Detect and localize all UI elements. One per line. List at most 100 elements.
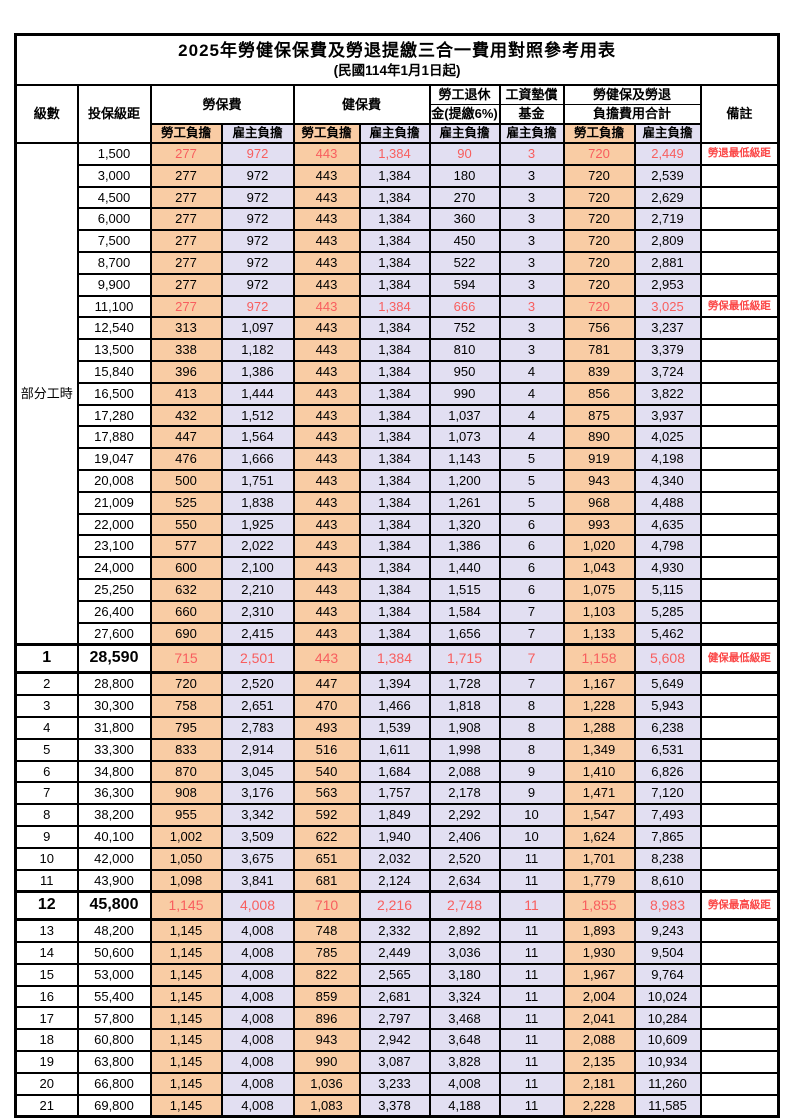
- value-cell: 2,406: [428, 824, 501, 849]
- value-cell: 2,181: [562, 1071, 636, 1096]
- value-cell: 443: [292, 359, 361, 384]
- value-cell: 785: [292, 941, 361, 965]
- value-cell: 6,238: [633, 715, 702, 740]
- salary-cell: 9,900: [76, 272, 152, 297]
- remark-cell: [699, 556, 780, 580]
- salary-cell: 28,800: [76, 671, 152, 697]
- level-cell: 12: [14, 890, 79, 922]
- value-cell: 710: [292, 890, 361, 922]
- value-cell: 1,998: [428, 737, 501, 762]
- value-cell: 2,216: [358, 890, 431, 922]
- value-cell: 277: [149, 142, 223, 166]
- value-cell: 8: [498, 715, 565, 740]
- header-health-employer-share: 雇主負擔: [358, 123, 431, 144]
- value-cell: 4,008: [220, 1028, 295, 1053]
- value-cell: 720: [562, 163, 636, 188]
- remark-cell: [699, 1050, 780, 1074]
- value-cell: 2,332: [358, 918, 431, 944]
- value-cell: 1,349: [562, 737, 636, 762]
- value-cell: 600: [149, 556, 223, 580]
- value-cell: 277: [149, 272, 223, 297]
- value-cell: 1,002: [149, 824, 223, 849]
- page-subtitle: (民國114年1月1日起): [333, 62, 461, 78]
- value-cell: 1,384: [358, 381, 431, 406]
- value-cell: 447: [292, 671, 361, 697]
- table-row: 5 33,300 833 2,914 516 1,611 1,998 8 1,349 6,531: [14, 737, 780, 762]
- value-cell: 493: [292, 715, 361, 740]
- fee-reference-table: 2025年勞健保保費及勞退提繳三合一費用對照參考用表 (民國114年1月1日起)…: [14, 33, 781, 1119]
- table-row: 8,700 277 972 443 1,384 522 3 720 2,881: [16, 250, 780, 275]
- value-cell: 447: [149, 425, 223, 450]
- value-cell: 1,050: [149, 846, 223, 871]
- value-cell: 1,384: [358, 621, 431, 646]
- value-cell: 443: [292, 599, 361, 624]
- value-cell: 2,629: [633, 185, 702, 210]
- salary-cell: 16,500: [76, 381, 152, 406]
- remark-cell: [699, 359, 780, 384]
- remark-cell: 勞保最低級距: [699, 294, 780, 319]
- table-row: 15 53,000 1,145 4,008 822 2,565 3,180 11 1,967 9,…: [14, 962, 780, 987]
- value-cell: 4,008: [220, 984, 295, 1009]
- value-cell: 1,512: [220, 403, 295, 428]
- value-cell: 1,043: [562, 556, 636, 580]
- value-cell: 2,041: [562, 1006, 636, 1031]
- level-cell: 19: [14, 1050, 79, 1074]
- value-cell: 443: [292, 512, 361, 537]
- table-row: 20,008 500 1,751 443 1,384 1,200 5 943 4,340: [16, 468, 780, 493]
- value-cell: 955: [149, 803, 223, 827]
- value-cell: 1,145: [149, 962, 223, 987]
- value-cell: 5,462: [633, 621, 702, 646]
- level-cell: 7: [14, 781, 79, 806]
- value-cell: 2,449: [633, 142, 702, 166]
- remark-cell: [699, 621, 780, 646]
- value-cell: 5: [498, 468, 565, 493]
- value-cell: 90: [428, 142, 501, 166]
- value-cell: 720: [149, 671, 223, 697]
- value-cell: 2,809: [633, 229, 702, 253]
- value-cell: 1,384: [358, 185, 431, 210]
- header-pension-line2: 金(提繳6%): [428, 104, 501, 125]
- value-cell: 4,188: [428, 1093, 501, 1118]
- salary-cell: 53,000: [76, 962, 152, 987]
- title-cell: 2025年勞健保保費及勞退提繳三合一費用對照參考用表 (民國114年1月1日起): [14, 33, 780, 86]
- value-cell: 1,838: [220, 490, 295, 515]
- remark-cell: [699, 824, 780, 849]
- remark-cell: [699, 425, 780, 450]
- table-row: 20 66,800 1,145 4,008 1,036 3,233 4,008 11 2,181…: [14, 1071, 780, 1096]
- value-cell: 720: [562, 294, 636, 319]
- value-cell: 3: [498, 294, 565, 319]
- value-cell: 3,828: [428, 1050, 501, 1074]
- value-cell: 839: [562, 359, 636, 384]
- value-cell: 1,228: [562, 694, 636, 718]
- value-cell: 5,608: [633, 643, 702, 675]
- value-cell: 1,384: [358, 490, 431, 515]
- value-cell: 3,937: [633, 403, 702, 428]
- remark-cell: [699, 671, 780, 697]
- salary-cell: 6,000: [76, 207, 152, 232]
- table-row: 21,009 525 1,838 443 1,384 1,261 5 968 4,488: [16, 490, 780, 515]
- remark-cell: [699, 490, 780, 515]
- value-cell: 972: [220, 229, 295, 253]
- value-cell: 3,087: [358, 1050, 431, 1074]
- table-row: 26,400 660 2,310 443 1,384 1,584 7 1,103 5,285: [16, 599, 780, 624]
- value-cell: 3,045: [220, 759, 295, 784]
- value-cell: 1,143: [428, 447, 501, 471]
- salary-cell: 69,800: [76, 1093, 152, 1118]
- salary-cell: 15,840: [76, 359, 152, 384]
- value-cell: 4,008: [220, 918, 295, 944]
- value-cell: 443: [292, 468, 361, 493]
- value-cell: 443: [292, 643, 361, 675]
- value-cell: 3,237: [633, 316, 702, 341]
- remark-cell: [699, 272, 780, 297]
- value-cell: 7: [498, 621, 565, 646]
- value-cell: 720: [562, 250, 636, 275]
- value-cell: 3: [498, 338, 565, 362]
- value-cell: 1,200: [428, 468, 501, 493]
- remark-cell: [699, 962, 780, 987]
- value-cell: 4,008: [428, 1071, 501, 1096]
- value-cell: 3,324: [428, 984, 501, 1009]
- salary-cell: 55,400: [76, 984, 152, 1009]
- value-cell: 1,684: [358, 759, 431, 784]
- value-cell: 4,008: [220, 1093, 295, 1118]
